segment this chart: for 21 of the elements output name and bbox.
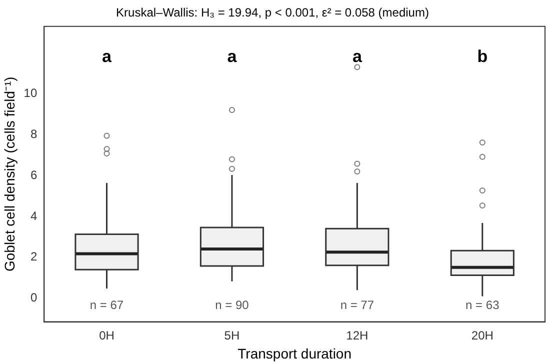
y-tick-label: 4 [30, 208, 38, 223]
annotation: n = 90 [215, 298, 250, 312]
annotation: n = 63 [466, 298, 500, 312]
x-tick-label: 0H [99, 328, 114, 342]
annotation: b [477, 47, 488, 66]
y-tick-label: 0 [30, 290, 38, 305]
y-tick-label: 2 [30, 250, 38, 264]
annotation: a [102, 47, 112, 66]
x-tick-label: 5H [224, 328, 240, 342]
y-tick-label: 8 [30, 127, 38, 142]
x-tick-label: 20H [471, 328, 494, 342]
x-tick-label: 12H [346, 328, 368, 342]
annotation: n = 77 [340, 298, 374, 312]
annotation: a [352, 47, 362, 66]
annotation: a [227, 47, 238, 66]
y-tick-label: 10 [24, 86, 38, 100]
x-axis-title: Transport duration [238, 345, 352, 362]
annotation: n = 67 [90, 298, 124, 312]
chart-title: Kruskal–Wallis: H₃ = 19.94, p < 0.001, ε² = 0.058 (medium) [116, 6, 429, 20]
y-tick-label: 6 [30, 168, 38, 182]
y-axis-title: Goblet cell density (cells field⁻¹) [1, 76, 18, 272]
